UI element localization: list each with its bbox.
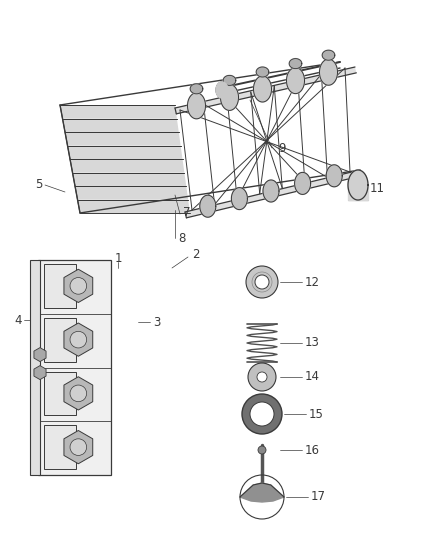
Text: 3: 3 — [153, 316, 160, 328]
Text: 2: 2 — [192, 247, 199, 261]
Polygon shape — [185, 170, 361, 218]
Polygon shape — [70, 159, 184, 173]
Circle shape — [248, 363, 276, 391]
Polygon shape — [263, 180, 279, 202]
Polygon shape — [295, 172, 311, 195]
Polygon shape — [348, 170, 368, 200]
Circle shape — [255, 275, 269, 289]
Text: 14: 14 — [305, 370, 320, 384]
Polygon shape — [64, 377, 93, 410]
Polygon shape — [34, 366, 46, 379]
Circle shape — [70, 439, 87, 455]
Polygon shape — [190, 84, 203, 94]
Polygon shape — [223, 75, 236, 85]
Polygon shape — [60, 105, 177, 118]
Circle shape — [246, 266, 278, 298]
Polygon shape — [289, 59, 302, 69]
Circle shape — [250, 402, 274, 426]
FancyBboxPatch shape — [44, 425, 76, 469]
Polygon shape — [348, 185, 368, 200]
Polygon shape — [65, 132, 180, 146]
Text: 9: 9 — [278, 141, 286, 155]
Polygon shape — [326, 165, 342, 187]
Polygon shape — [240, 483, 284, 502]
Polygon shape — [175, 67, 357, 114]
Polygon shape — [64, 269, 93, 303]
FancyBboxPatch shape — [44, 264, 76, 308]
Text: 7: 7 — [183, 206, 191, 219]
Polygon shape — [286, 68, 304, 94]
Polygon shape — [63, 118, 179, 132]
FancyBboxPatch shape — [44, 372, 76, 415]
Polygon shape — [64, 431, 93, 464]
FancyBboxPatch shape — [38, 260, 111, 475]
Text: 12: 12 — [305, 276, 320, 288]
Circle shape — [258, 446, 266, 454]
Circle shape — [242, 394, 282, 434]
Polygon shape — [67, 146, 183, 159]
Circle shape — [257, 372, 267, 382]
Text: 8: 8 — [178, 231, 185, 245]
Polygon shape — [75, 186, 188, 199]
Polygon shape — [64, 323, 93, 356]
Text: 17: 17 — [311, 490, 326, 504]
Text: 5: 5 — [35, 179, 42, 191]
Polygon shape — [220, 84, 239, 110]
Polygon shape — [187, 93, 205, 119]
Text: 13: 13 — [305, 336, 320, 350]
Polygon shape — [231, 188, 247, 209]
Circle shape — [70, 278, 87, 294]
Text: 4: 4 — [14, 313, 22, 327]
Polygon shape — [78, 199, 190, 213]
Polygon shape — [200, 195, 216, 217]
Text: 15: 15 — [309, 408, 324, 421]
Polygon shape — [73, 173, 186, 186]
Text: 11: 11 — [370, 182, 385, 195]
FancyBboxPatch shape — [30, 260, 40, 475]
Polygon shape — [254, 76, 272, 102]
Text: 16: 16 — [305, 443, 320, 456]
Polygon shape — [34, 348, 46, 361]
Circle shape — [70, 385, 87, 402]
FancyBboxPatch shape — [44, 318, 76, 361]
Text: 1: 1 — [114, 252, 122, 264]
Circle shape — [70, 332, 87, 348]
Polygon shape — [322, 50, 335, 60]
Polygon shape — [216, 82, 228, 98]
Polygon shape — [319, 59, 338, 85]
Polygon shape — [256, 67, 269, 77]
